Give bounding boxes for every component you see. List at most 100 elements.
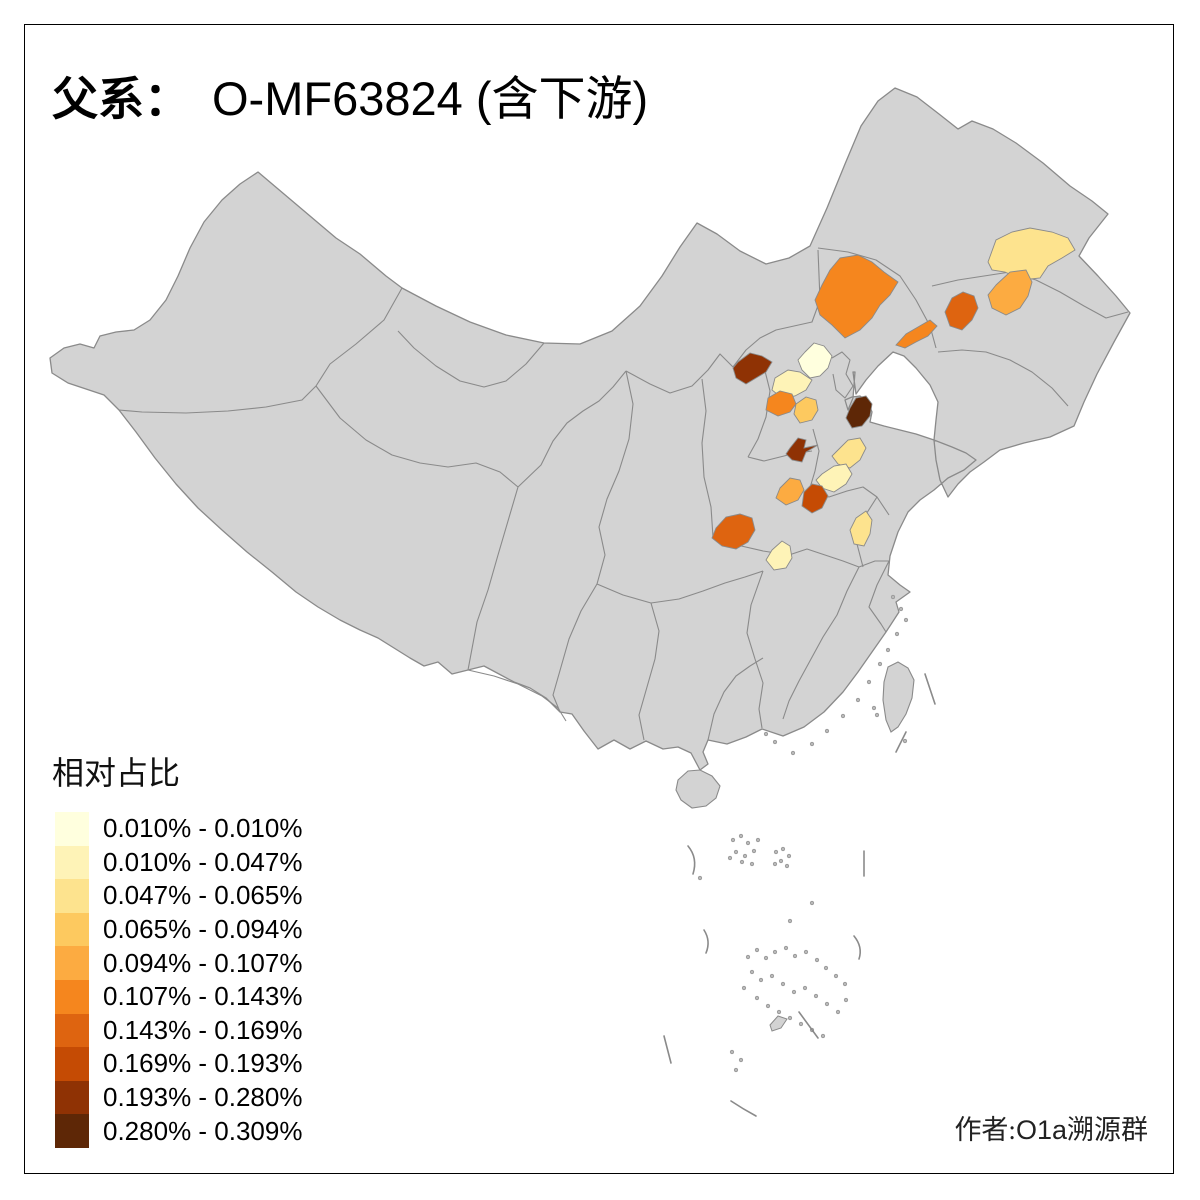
islet-dot xyxy=(824,728,830,734)
islet-dot xyxy=(790,750,796,756)
islet-dot xyxy=(823,965,829,971)
hainan-island xyxy=(675,769,721,809)
islet-dot xyxy=(903,617,909,623)
islet-dot xyxy=(835,1009,841,1015)
attribution-latin: O1a xyxy=(1015,1115,1067,1145)
islet-dot xyxy=(727,855,733,861)
china-mainland-outline xyxy=(49,87,1131,771)
legend-title: 相对占比 xyxy=(52,755,181,791)
region-shandong-south xyxy=(815,463,853,493)
islet-dot xyxy=(780,846,786,852)
region-suizhou xyxy=(765,540,793,571)
attribution-suffix: 溯源群 xyxy=(1067,1115,1148,1145)
islet-dot xyxy=(773,849,779,855)
islet-dot xyxy=(772,739,778,745)
islet-dot xyxy=(843,997,849,1003)
small-island xyxy=(769,1015,788,1032)
map-title-main: O-MF63824 (含下游) xyxy=(212,72,649,125)
islet-dot xyxy=(742,853,748,859)
legend-label-2: 0.047% - 0.065% xyxy=(103,880,303,911)
legend-label-4: 0.094% - 0.107% xyxy=(103,947,303,978)
legend-row-5: 0.107% - 0.143% xyxy=(55,979,303,1014)
legend-rows: 0.010% - 0.010% 0.010% - 0.047% 0.047% - 0… xyxy=(55,812,302,1148)
islet-dot xyxy=(791,989,797,995)
islet-dot xyxy=(772,861,778,867)
islet-dot xyxy=(814,957,820,963)
islet-dot xyxy=(763,955,769,961)
islet-dot xyxy=(890,594,896,600)
region-chuzhou xyxy=(849,510,873,547)
legend-row-3: 0.065% - 0.094% xyxy=(55,912,303,947)
legend-row-4: 0.094% - 0.107% xyxy=(55,946,302,980)
islet-dot xyxy=(902,738,908,744)
islet-dot xyxy=(754,995,760,1001)
region-hengshui xyxy=(793,396,819,424)
islet-dot xyxy=(769,973,775,979)
islet-dot xyxy=(842,981,848,987)
region-liaoning-coastal-strip xyxy=(895,319,938,349)
attribution-prefix: 作者: xyxy=(954,1115,1016,1145)
islet-dot xyxy=(787,918,793,924)
islet-dot xyxy=(885,647,891,653)
legend-swatch-2 xyxy=(55,879,89,913)
legend-row-2: 0.047% - 0.065% xyxy=(55,879,302,913)
region-liaoning-central xyxy=(944,291,979,331)
islet-dot xyxy=(898,606,904,612)
legend-label-0: 0.010% - 0.010% xyxy=(103,813,303,844)
legend-label-7: 0.169% - 0.193% xyxy=(103,1048,303,1079)
islet-dot xyxy=(786,853,792,859)
legend-row-6: 0.143% - 0.169% xyxy=(55,1013,302,1048)
attribution: 作者:O1a溯源群 xyxy=(954,1108,1148,1147)
islet-dot xyxy=(813,993,819,999)
legend-label-8: 0.193% - 0.280% xyxy=(103,1082,303,1113)
region-jilin-central xyxy=(987,269,1033,316)
islet-dot xyxy=(784,863,790,869)
islet-dot xyxy=(780,981,786,987)
region-shijiazhuang xyxy=(765,390,797,417)
islet-dot xyxy=(739,859,745,865)
legend-row-1: 0.010% - 0.047% xyxy=(55,845,303,880)
islet-dot xyxy=(749,861,755,867)
taiwan-island xyxy=(882,661,915,733)
legend-swatch-8 xyxy=(55,1080,89,1115)
islet-dot xyxy=(765,1003,771,1009)
legend-row-0: 0.010% - 0.010% xyxy=(55,812,302,846)
legend-label-1: 0.010% - 0.047% xyxy=(103,846,303,877)
province-borders xyxy=(118,247,1129,741)
islet-dot xyxy=(758,977,764,983)
islet-dot xyxy=(792,953,798,959)
islet-dot xyxy=(877,661,883,667)
legend-swatch-4 xyxy=(55,946,89,980)
islet-dot xyxy=(772,949,778,955)
islet-dot xyxy=(697,875,703,881)
islet-dot xyxy=(809,741,815,747)
region-beijing xyxy=(797,342,833,379)
islet-dot xyxy=(840,713,846,719)
legend-row-7: 0.169% - 0.193% xyxy=(55,1047,302,1081)
legend-label-5: 0.107% - 0.143% xyxy=(103,981,303,1012)
region-zhangjiakou xyxy=(732,352,773,385)
legend-swatch-9 xyxy=(55,1114,89,1148)
islet-dot xyxy=(776,1009,782,1015)
islet-dot xyxy=(733,849,739,855)
islet-dot xyxy=(730,837,736,843)
islet-dot xyxy=(741,985,747,991)
islet-dot xyxy=(833,973,839,979)
islet-dot xyxy=(755,837,761,843)
region-nanyang xyxy=(711,513,756,550)
region-shandong-central xyxy=(831,437,867,469)
islet-dots xyxy=(697,594,909,1073)
islet-dot xyxy=(855,697,861,703)
islet-dot xyxy=(733,1067,739,1073)
legend-label-3: 0.065% - 0.094% xyxy=(103,914,303,945)
islet-dot xyxy=(745,840,751,846)
legend-label-9: 0.280% - 0.309% xyxy=(103,1115,303,1146)
map-title: 父系： O-MF63824 (含下游) xyxy=(52,60,648,129)
islet-dot xyxy=(787,1015,793,1021)
islet-dot xyxy=(763,731,769,737)
region-kaifeng xyxy=(801,483,829,514)
region-zibo xyxy=(845,395,873,429)
islet-dot xyxy=(751,848,757,854)
legend-row-8: 0.193% - 0.280% xyxy=(55,1080,303,1115)
